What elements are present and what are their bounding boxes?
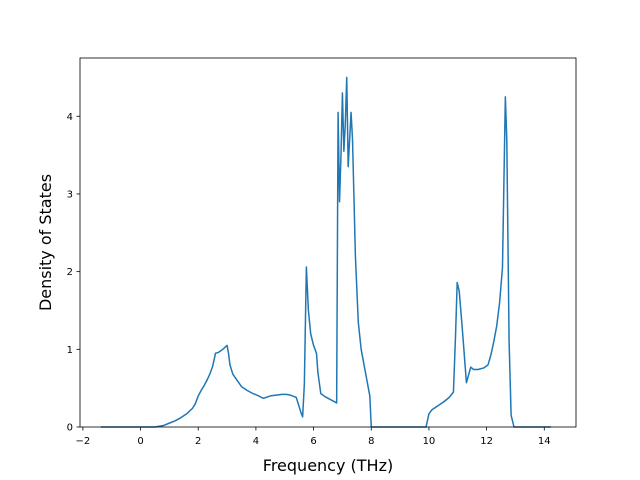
y-tick-label: 1 — [67, 345, 73, 356]
x-axis-ticks: −2 0 2 4 6 8 10 12 14 — [76, 427, 551, 447]
x-axis-label: Frequency (THz) — [263, 456, 393, 475]
dos-series-line — [100, 76, 551, 428]
x-tick-label: 8 — [368, 436, 374, 447]
y-tick-label: 0 — [67, 423, 73, 434]
y-tick-label: 4 — [67, 112, 73, 123]
plot-frame — [79, 57, 577, 428]
y-axis-ticks: 0 1 2 3 4 — [67, 112, 80, 434]
y-axis-label: Density of States — [36, 174, 55, 311]
y-tick-label: 3 — [67, 189, 73, 200]
x-tick-label: 2 — [195, 436, 201, 447]
y-tick-label: 2 — [67, 267, 73, 278]
x-tick-label: 10 — [423, 436, 436, 447]
x-tick-label: 6 — [310, 436, 316, 447]
x-tick-label: 4 — [253, 436, 259, 447]
plot-area — [80, 58, 576, 427]
x-tick-label: 0 — [137, 436, 143, 447]
x-tick-label: −2 — [76, 436, 91, 447]
x-tick-label: 14 — [538, 436, 551, 447]
x-tick-label: 12 — [480, 436, 493, 447]
